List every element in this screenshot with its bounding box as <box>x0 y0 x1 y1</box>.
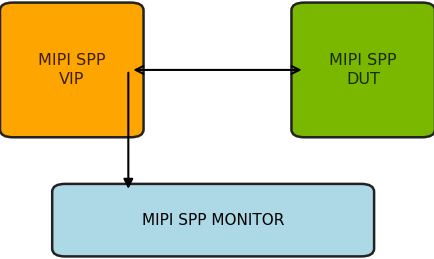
Text: MIPI SPP
VIP: MIPI SPP VIP <box>38 53 105 87</box>
FancyBboxPatch shape <box>52 184 373 256</box>
Text: MIPI SPP MONITOR: MIPI SPP MONITOR <box>141 213 284 228</box>
FancyBboxPatch shape <box>291 3 434 137</box>
Text: MIPI SPP
DUT: MIPI SPP DUT <box>329 53 396 87</box>
FancyBboxPatch shape <box>0 3 143 137</box>
